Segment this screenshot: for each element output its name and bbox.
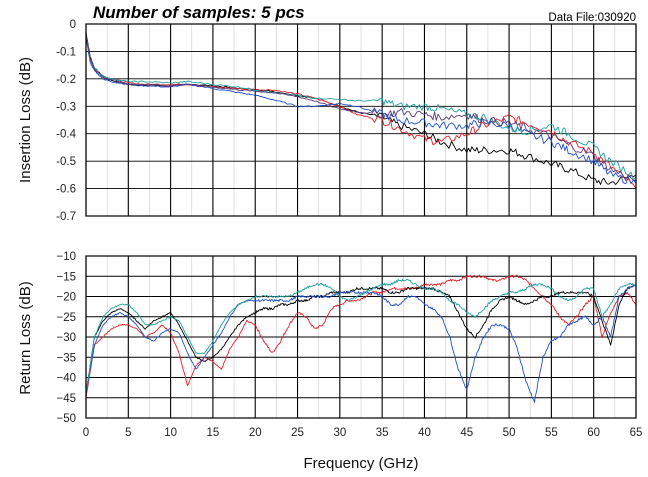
il-y-tick-label: -0.7: [56, 211, 76, 223]
il-y-tick-label: -0.5: [56, 156, 76, 168]
rl-x-tick-label: 60: [587, 427, 600, 439]
rl-x-tick-label: 10: [164, 427, 177, 439]
rl-x-tick-label: 50: [503, 427, 516, 439]
return-loss-plot: −10 −15 −20 −25 −30 −35 −40 −45 −50 0 5 10 15 20 25 30 3…: [56, 251, 642, 439]
data-file-label: Data File:030920: [548, 12, 636, 24]
rl-y-tick-label: −15: [56, 271, 76, 283]
il-y-tick-label: -0.4: [56, 129, 76, 141]
rl-x-tick-label: 40: [418, 427, 431, 439]
y-axis-label-insertion-loss: Insertion Loss (dB): [17, 57, 34, 183]
rl-x-tick-label: 15: [207, 427, 220, 439]
rl-x-tick-label: 65: [630, 427, 643, 439]
chart-title: Number of samples: 5 pcs: [93, 3, 305, 22]
rl-x-tick-label: 0: [83, 427, 89, 439]
il-y-tick-label: 0: [70, 19, 76, 31]
il-y-tick-label: -0.6: [56, 184, 76, 196]
x-axis-label: Frequency (GHz): [303, 455, 418, 472]
il-y-ticks: 0 -0.1 -0.2 -0.3 -0.4 -0.5 -0.6 -0.7: [56, 19, 76, 223]
il-y-tick-label: -0.3: [56, 101, 76, 113]
rl-x-tick-label: 20: [249, 427, 262, 439]
rl-y-tick-label: −40: [56, 373, 76, 385]
rl-y-ticks: −10 −15 −20 −25 −30 −35 −40 −45 −50: [56, 251, 76, 425]
rl-x-tick-label: 35: [376, 427, 389, 439]
rl-y-tick-label: −25: [56, 312, 76, 324]
rl-x-ticks: 0 5 10 15 20 25 30 35 40 45 50 55 60 65: [83, 427, 643, 439]
rl-y-tick-label: −10: [56, 251, 76, 263]
rl-y-tick-label: −35: [56, 352, 76, 364]
rl-x-tick-label: 5: [125, 427, 131, 439]
rl-y-tick-label: −50: [56, 413, 76, 425]
il-y-tick-label: -0.1: [56, 46, 76, 58]
rl-y-tick-label: −20: [56, 292, 76, 304]
rl-y-tick-label: −30: [56, 332, 76, 344]
insertion-loss-plot: 0 -0.1 -0.2 -0.3 -0.4 -0.5 -0.6 -0.7: [56, 19, 636, 223]
rl-y-tick-label: −45: [56, 393, 76, 405]
il-y-tick-label: -0.2: [56, 74, 76, 86]
rl-x-tick-label: 30: [333, 427, 346, 439]
rl-x-tick-label: 25: [291, 427, 304, 439]
rl-x-tick-label: 45: [460, 427, 473, 439]
y-axis-label-return-loss: Return Loss (dB): [17, 281, 34, 394]
rl-x-tick-label: 55: [545, 427, 558, 439]
